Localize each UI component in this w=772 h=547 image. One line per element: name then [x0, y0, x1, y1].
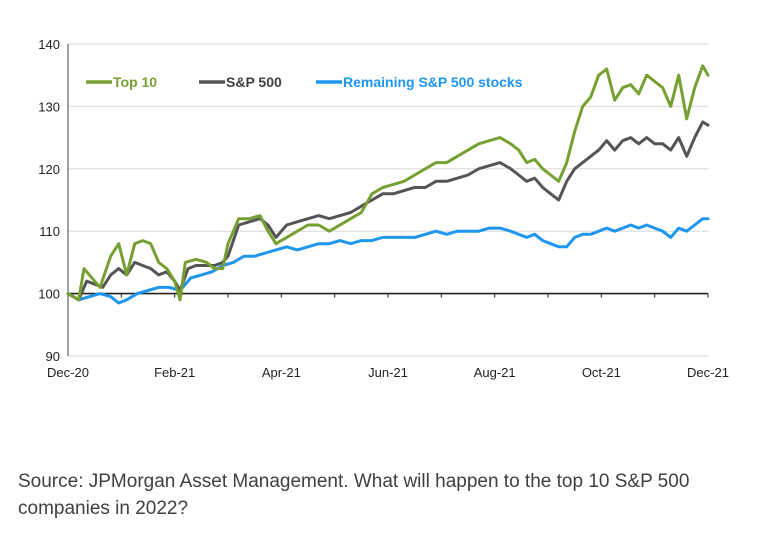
series-lines: [66, 64, 710, 305]
baseline-axis: [67, 292, 709, 298]
x-tick-label: Feb-21: [154, 365, 195, 380]
x-tick-label: Dec-21: [687, 365, 729, 380]
y-axis: 90 100 110 120 130 140: [38, 37, 69, 364]
legend-label: S&P 500: [226, 74, 282, 90]
x-tick-label: Oct-21: [582, 365, 621, 380]
x-tick-label: Dec-20: [47, 365, 89, 380]
series-line-top-10: [66, 64, 710, 302]
y-tick-label: 130: [38, 99, 60, 114]
series-line-s-p-500: [66, 120, 710, 302]
x-tick-label: Aug-21: [474, 365, 516, 380]
x-axis: Dec-20 Feb-21 Apr-21 Jun-21 Aug-21 Oct-21 Dec-…: [47, 365, 729, 380]
y-tick-label: 100: [38, 287, 60, 302]
legend-label: Top 10: [113, 74, 157, 90]
caption: Source: JPMorgan Asset Management. What …: [18, 471, 690, 519]
x-tick-label: Jun-21: [368, 365, 408, 380]
y-tick-label: 120: [38, 162, 60, 177]
y-tick-label: 140: [38, 37, 60, 52]
line-chart: 90 100 110 120 130 140 Dec-20 Feb-21 Apr-21 Jun-…: [38, 37, 729, 380]
y-tick-label: 110: [39, 224, 60, 239]
legend: Top 10 S&P 500 Remaining S&P 500 stocks: [86, 74, 523, 90]
x-tick-label: Apr-21: [262, 365, 301, 380]
y-tick-label: 90: [46, 349, 60, 364]
legend-label: Remaining S&P 500 stocks: [343, 74, 523, 90]
